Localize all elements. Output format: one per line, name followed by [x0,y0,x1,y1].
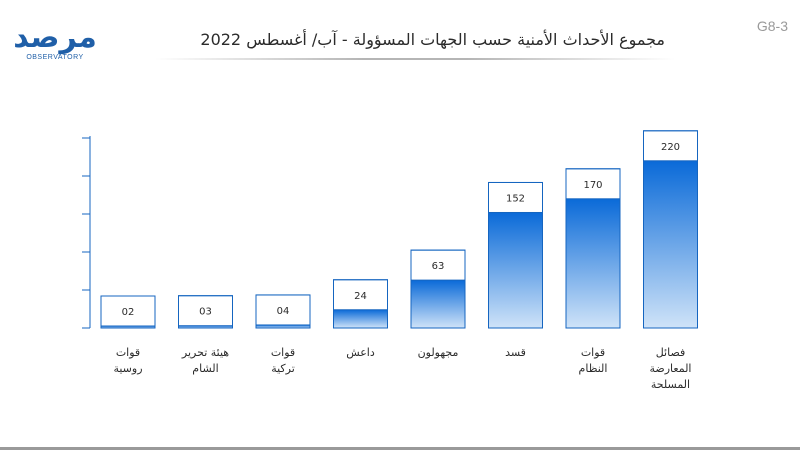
bar [256,324,310,328]
bar-outline [178,295,233,329]
value-box [488,181,543,213]
category-label: هيئة تحرير [181,346,229,359]
bar [333,309,388,328]
category-label: تركية [271,362,295,375]
bar-outline [100,295,156,329]
value-box [333,279,388,311]
value-box [255,294,311,326]
chart-title: مجموع الأحداث الأمنية حسب الجهات المسؤول… [200,30,665,49]
bar [643,160,698,328]
data-label: 170 [583,180,602,191]
bar-outline [333,279,388,329]
bar-outline [643,130,698,329]
category-label: المسلحة [651,378,690,391]
category-label: قسد [505,346,526,359]
bar-outline [565,168,621,329]
bar-outline [410,249,466,329]
category-label: داعش [346,346,375,359]
bar [411,280,465,328]
data-label: 02 [122,307,135,318]
data-label: 03 [199,307,212,318]
category-label: قوات [581,346,605,359]
logo-subtitle: OBSERVATORY [26,54,84,61]
value-box [100,295,156,327]
chart-code: G8-3 [756,18,788,34]
data-label: 04 [277,306,290,317]
data-label: 63 [432,261,445,272]
category-label: فصائل [656,346,686,359]
logo: مرصد OBSERVATORY [12,22,98,66]
bar [178,325,233,328]
category-label: المعارضة [650,362,692,375]
value-box [178,295,233,327]
category-label: قوات [116,346,140,359]
category-label: الشام [192,362,218,375]
bar-outline [488,181,543,329]
title-underline [155,58,675,60]
bar [488,212,543,328]
data-label: 152 [506,193,525,204]
bar-outline [255,294,311,329]
category-label: النظام [579,362,608,375]
logo-text: مرصد [13,20,97,55]
bar [566,198,620,328]
category-label: قوات [271,346,295,359]
data-label: 220 [661,142,680,153]
footer-bar [0,447,800,450]
category-label: مجهولون [418,346,459,359]
bar [101,326,155,328]
value-box [565,168,621,200]
value-box [410,249,466,281]
category-label: روسية [113,362,142,375]
data-label: 24 [354,291,367,302]
